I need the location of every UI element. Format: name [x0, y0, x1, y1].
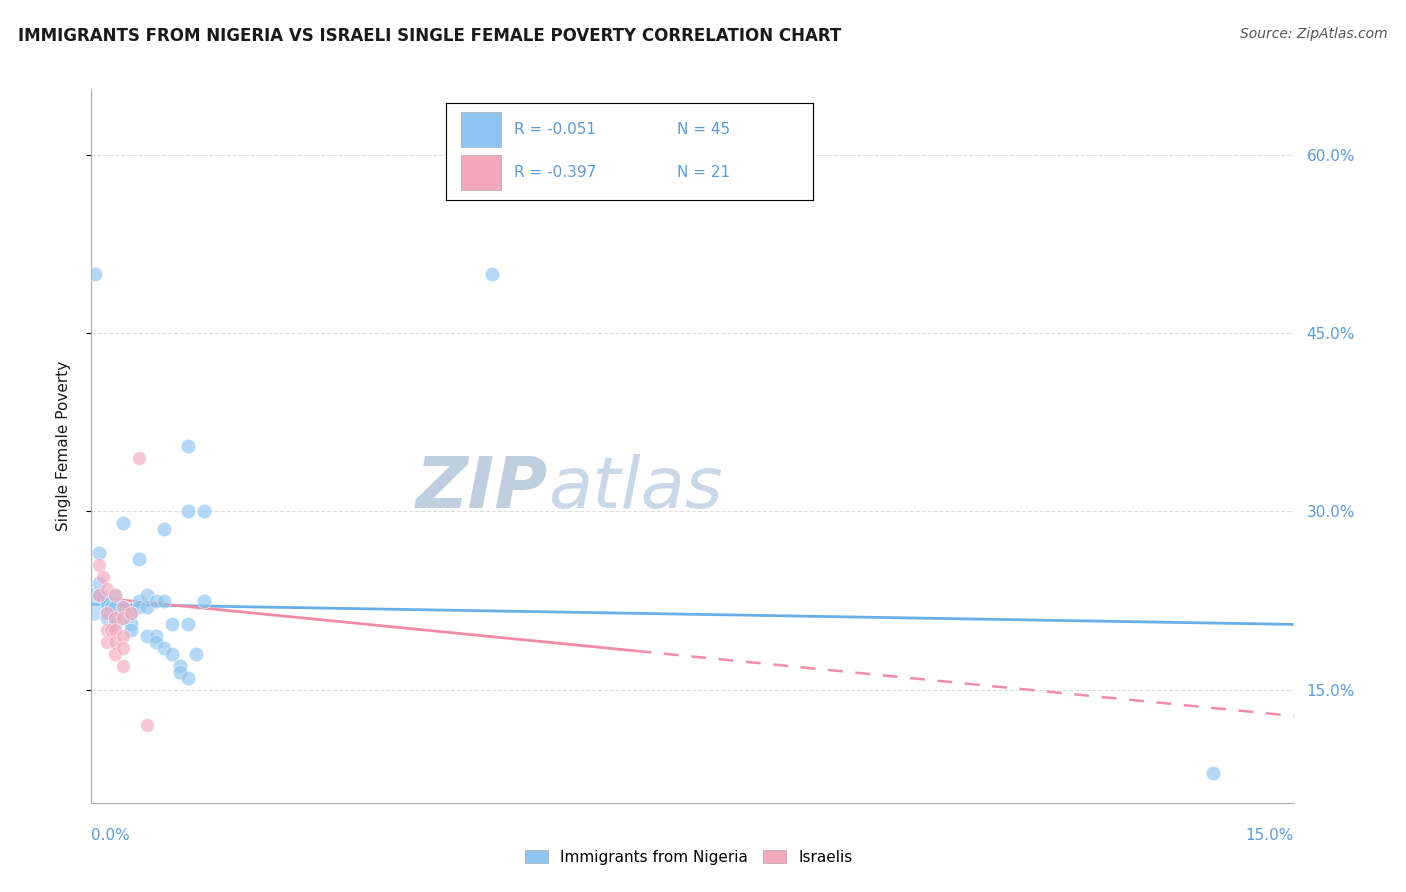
Point — [160, 617, 183, 632]
Point — [169, 665, 191, 679]
Point — [80, 597, 103, 611]
Point — [112, 599, 135, 614]
Point — [93, 570, 115, 584]
Point — [96, 593, 118, 607]
Point — [136, 718, 159, 732]
Point — [169, 659, 191, 673]
Point — [193, 593, 215, 607]
Point — [96, 606, 118, 620]
Point — [112, 611, 135, 625]
Point — [128, 593, 150, 607]
Y-axis label: Single Female Poverty: Single Female Poverty — [56, 361, 70, 531]
Point — [96, 597, 118, 611]
Point — [89, 546, 111, 560]
Point — [89, 588, 111, 602]
Point — [100, 599, 122, 614]
Point — [104, 611, 127, 625]
Point — [112, 516, 135, 531]
Point — [152, 522, 174, 536]
Point — [145, 593, 167, 607]
Point — [89, 575, 111, 590]
Point — [96, 582, 118, 596]
Point — [93, 590, 115, 604]
Point — [112, 611, 135, 625]
Point — [176, 439, 198, 453]
Point — [184, 647, 207, 661]
Point — [481, 267, 503, 281]
Text: atlas: atlas — [548, 454, 723, 524]
Point — [96, 606, 118, 620]
Point — [121, 617, 143, 632]
Point — [96, 611, 118, 625]
Point — [96, 624, 118, 638]
Point — [112, 599, 135, 614]
Point — [112, 641, 135, 656]
Point — [128, 599, 150, 614]
Point — [104, 647, 127, 661]
Point — [89, 558, 111, 572]
Point — [136, 588, 159, 602]
Point — [152, 593, 174, 607]
Point — [96, 635, 118, 649]
Point — [145, 635, 167, 649]
Point — [104, 588, 127, 602]
Point — [104, 588, 127, 602]
Point — [121, 606, 143, 620]
Point — [112, 659, 135, 673]
Point — [176, 617, 198, 632]
Point — [145, 629, 167, 643]
Point — [104, 624, 127, 638]
Point — [84, 267, 107, 281]
Point — [121, 606, 143, 620]
Point — [128, 450, 150, 465]
Text: IMMIGRANTS FROM NIGERIA VS ISRAELI SINGLE FEMALE POVERTY CORRELATION CHART: IMMIGRANTS FROM NIGERIA VS ISRAELI SINGL… — [18, 27, 842, 45]
Point — [160, 647, 183, 661]
Text: ZIP: ZIP — [416, 454, 548, 524]
Point — [193, 504, 215, 518]
Point — [104, 617, 127, 632]
Point — [104, 599, 127, 614]
Point — [128, 552, 150, 566]
Point — [104, 611, 127, 625]
Point — [152, 641, 174, 656]
Text: 15.0%: 15.0% — [1246, 829, 1294, 843]
Legend: Immigrants from Nigeria, Israelis: Immigrants from Nigeria, Israelis — [519, 844, 859, 871]
Point — [112, 629, 135, 643]
Text: 0.0%: 0.0% — [91, 829, 131, 843]
Point — [1202, 766, 1225, 780]
Point — [136, 629, 159, 643]
Point — [89, 588, 111, 602]
Point — [100, 624, 122, 638]
Point — [104, 635, 127, 649]
Point — [176, 671, 198, 685]
Point — [176, 504, 198, 518]
Text: Source: ZipAtlas.com: Source: ZipAtlas.com — [1240, 27, 1388, 41]
Point — [121, 624, 143, 638]
Point — [136, 599, 159, 614]
